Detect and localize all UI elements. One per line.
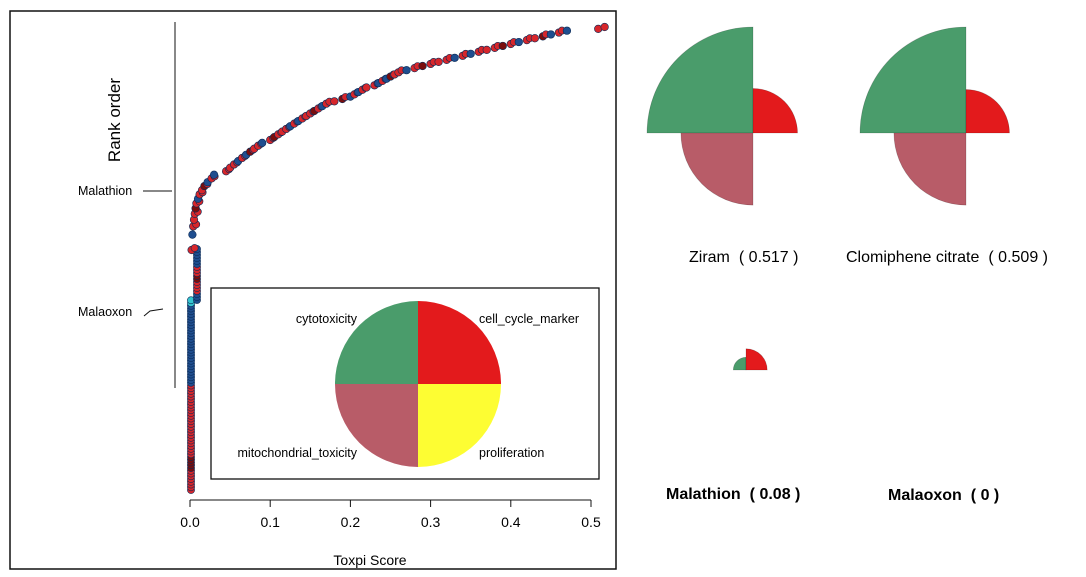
scatter-point: [530, 34, 539, 43]
pie-slice-cell-cycle-marker: [745, 348, 768, 371]
scatter-point: [514, 37, 523, 47]
legend-label-mitochondrial-toxicity: mitochondrial_toxicity: [238, 446, 358, 460]
toxpi-pie-clomiphene: [859, 26, 1010, 206]
legend-slice-mitochondrial-toxicity: [335, 384, 418, 467]
scatter-point: [258, 138, 267, 147]
scatter-point: [418, 61, 427, 71]
scatter-point: [330, 97, 339, 106]
legend-label-cytotoxicity: cytotoxicity: [296, 312, 358, 326]
pie-title-malaoxon: Malaoxon( 0 ): [888, 487, 999, 504]
scatter-point: [498, 41, 507, 51]
legend-label-cell-cycle-marker: cell_cycle_marker: [479, 312, 579, 326]
scatter-point: [450, 53, 459, 62]
annotation-malaoxon: Malaoxon: [78, 305, 132, 319]
pie-title-clomiphene: Clomiphene citrate( 0.509 ): [846, 249, 1048, 266]
pie-slice-cytotoxicity: [646, 26, 754, 134]
toxpi-pie-malathion: [732, 348, 768, 371]
x-tick-label: 0.0: [180, 514, 200, 530]
pie-slice-mitochondrial-toxicity: [893, 132, 967, 206]
scatter-point: [362, 83, 371, 92]
scatter-point: [402, 66, 411, 75]
pie-slice-mitochondrial-toxicity: [680, 132, 754, 206]
scatter-point: [190, 244, 199, 252]
x-tick-label: 0.5: [581, 514, 601, 530]
toxpi-pie-ziram: [646, 26, 798, 206]
pie-slice-cell-cycle-marker: [752, 88, 798, 134]
pie-title-malathion: Malathion( 0.08 ): [666, 486, 800, 503]
scatter-point: [546, 30, 556, 39]
annotation-malathion: Malathion: [78, 184, 132, 198]
y-axis-label: Rank order: [105, 78, 124, 162]
x-tick-label: 0.3: [421, 514, 441, 530]
scatter-point: [466, 49, 475, 58]
x-axis-ticks: 0.0 0.1 0.2 0.3 0.4 0.5: [180, 500, 601, 530]
x-tick-label: 0.2: [341, 514, 361, 530]
x-axis-label: Toxpi Score: [333, 552, 406, 568]
x-tick-label: 0.4: [501, 514, 521, 530]
scatter-point: [188, 230, 197, 239]
pie-slice-cell-cycle-marker: [965, 89, 1010, 134]
pie-title-ziram: Ziram( 0.517 ): [689, 249, 798, 266]
legend-label-proliferation: proliferation: [479, 446, 544, 460]
x-tick-label: 0.1: [260, 514, 280, 530]
legend-slice-cytotoxicity: [335, 301, 418, 384]
legend-slice-cell-cycle-marker: [418, 301, 501, 384]
pie-slice-cytotoxicity: [732, 356, 747, 371]
scatter-point: [562, 26, 572, 35]
scatter-point: [209, 170, 219, 179]
scatter-point: [600, 22, 609, 32]
scatter-point: [482, 45, 491, 54]
pie-slice-cytotoxicity: [859, 26, 967, 134]
annotation-malaoxon-pointer: [143, 308, 164, 317]
legend-slice-proliferation: [418, 384, 501, 467]
scatter-point: [434, 57, 443, 66]
legend-pie: [335, 301, 501, 467]
scatter-points: [187, 22, 609, 494]
